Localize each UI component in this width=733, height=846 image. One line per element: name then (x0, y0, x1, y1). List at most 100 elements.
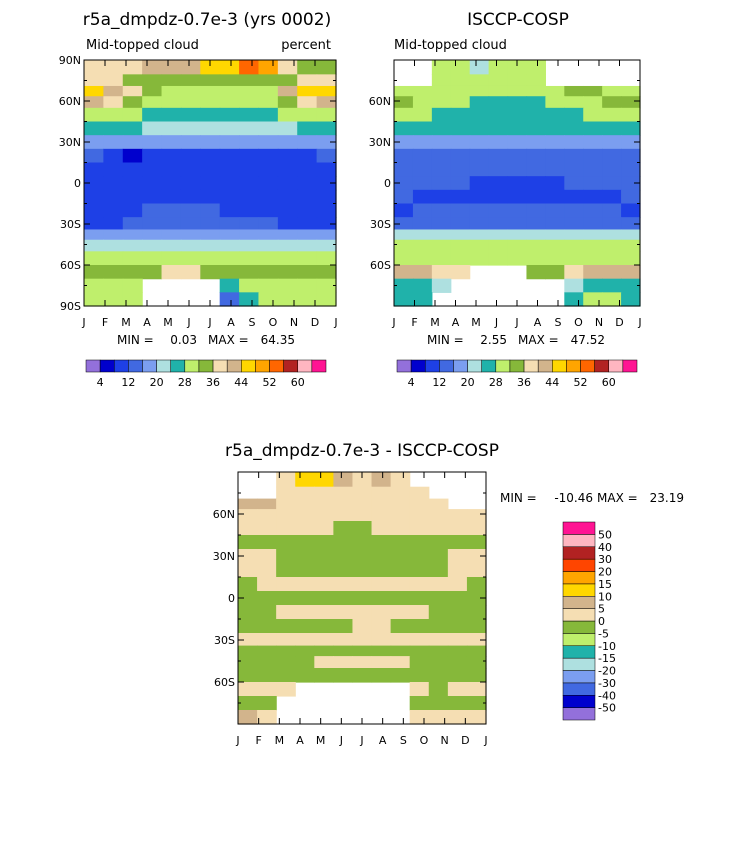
field-cell (545, 203, 565, 218)
colorbar-swatch (552, 359, 567, 373)
min-value: 0.03 (170, 333, 197, 347)
field-cell (469, 148, 490, 164)
field-cell (583, 265, 603, 280)
field-cell (602, 203, 622, 218)
field-cell (621, 278, 641, 293)
field-cell (238, 696, 258, 711)
colorbar-swatch (453, 359, 468, 373)
field-cell (583, 292, 603, 307)
field-cell (219, 251, 240, 266)
field-cell (103, 148, 124, 164)
field-cell (333, 619, 354, 634)
field-cell (333, 549, 354, 564)
field-cell (276, 509, 296, 522)
field-cell (371, 605, 392, 620)
colorbar-swatch (566, 359, 581, 373)
field-cell (200, 121, 221, 136)
field-cell (180, 121, 201, 136)
y-tick-label: 30S (60, 218, 81, 231)
field-cell (333, 535, 354, 550)
field-cell (390, 656, 411, 669)
field-cell (621, 162, 641, 177)
field-cell (238, 682, 258, 697)
field-cell (447, 668, 468, 683)
field-cell (239, 229, 260, 241)
field-cell (371, 486, 392, 500)
field-cell (394, 229, 414, 241)
field-cell (239, 148, 260, 164)
field-cell (316, 135, 337, 150)
y-tick-label: 90N (59, 54, 81, 67)
field-cell (390, 645, 411, 657)
field-cell (258, 265, 279, 280)
field-cell (488, 148, 509, 164)
field-cell (447, 605, 468, 620)
field-cell (238, 509, 258, 522)
x-tick-label: J (514, 316, 518, 329)
colorbar-swatch (622, 359, 638, 373)
field-cell (447, 696, 468, 711)
field-cell (412, 121, 433, 136)
colorbar-label: 28 (178, 376, 192, 389)
colorbar-label: 10 (598, 590, 612, 603)
field-cell (239, 85, 260, 97)
field-cell (488, 96, 509, 109)
field-cell (276, 668, 296, 683)
field-cell (428, 509, 449, 522)
field-cell (103, 278, 124, 293)
field-cell (316, 96, 337, 109)
field-cell (352, 605, 373, 620)
field-cell (488, 217, 509, 231)
field-cell (257, 577, 277, 592)
x-tick-label: S (555, 316, 562, 329)
field-cell (352, 656, 373, 669)
field-cell (390, 521, 411, 536)
field-cell (602, 135, 622, 150)
field-cell (352, 521, 373, 536)
field-cell (394, 278, 414, 293)
field-cell (431, 176, 452, 191)
colorbar-label: 15 (598, 578, 612, 591)
field-cell (352, 549, 373, 564)
field-cell (447, 591, 468, 606)
field-cell (122, 96, 143, 109)
colorbar-label: -30 (598, 677, 616, 690)
field-cell (394, 265, 414, 280)
field-cell (238, 549, 258, 564)
field-cell (316, 251, 337, 266)
field-cell (564, 85, 584, 97)
panel-obs-subtitle: Mid-topped cloud (394, 38, 507, 53)
field-cell (295, 605, 315, 620)
y-tick-label: 30N (59, 136, 81, 149)
field-cell (239, 278, 260, 293)
x-tick-label: A (379, 734, 387, 747)
field-cell (409, 682, 430, 697)
field-cell (469, 239, 490, 252)
field-cell (526, 135, 546, 150)
x-tick-label: J (339, 734, 343, 747)
field-cell (412, 189, 433, 205)
field-cell (239, 292, 260, 307)
field-cell (277, 148, 298, 164)
field-cell (390, 472, 411, 488)
field-cell (447, 710, 468, 725)
field-cell (295, 668, 315, 683)
field-cell (466, 645, 487, 657)
field-cell (352, 633, 373, 647)
field-cell (526, 265, 546, 280)
field-cell (238, 498, 258, 510)
field-cell (276, 577, 296, 592)
x-tick-label: J (186, 316, 190, 329)
field-cell (257, 563, 277, 578)
field-cell (84, 96, 104, 109)
colorbar-label: 4 (97, 376, 104, 389)
field-cell (466, 696, 487, 711)
field-cell (545, 162, 565, 177)
x-tick-label: M (121, 316, 131, 329)
field-cell (469, 74, 490, 87)
field-cell (103, 135, 124, 150)
field-cell (488, 107, 509, 123)
field-cell (219, 121, 240, 136)
min-label: MIN = (427, 333, 464, 347)
